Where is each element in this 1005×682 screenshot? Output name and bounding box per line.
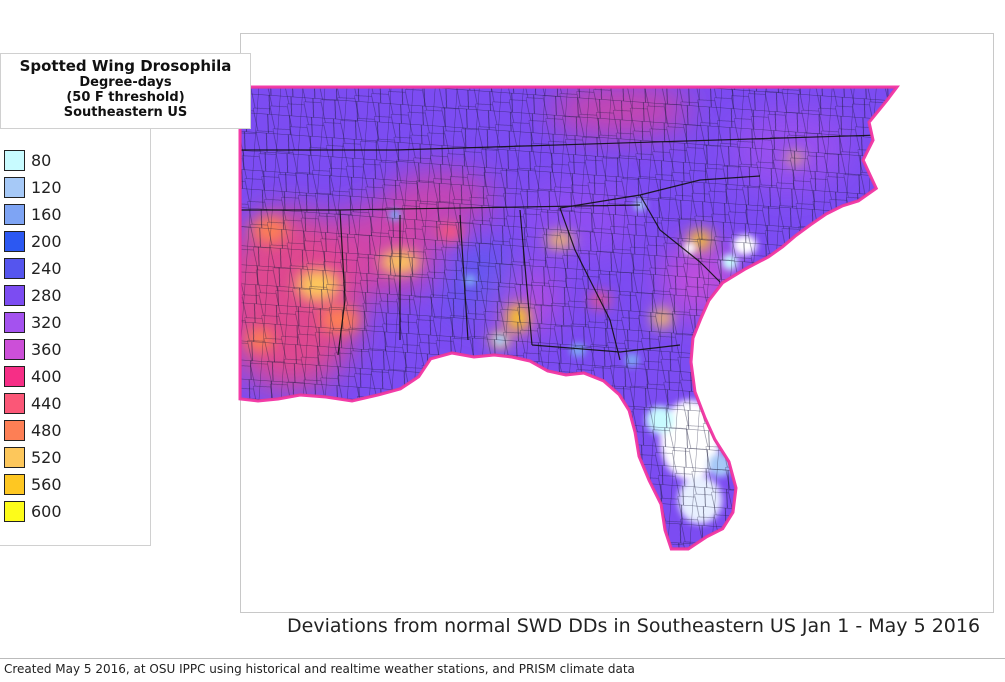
legend-swatch [4,473,25,495]
legend-label: 200 [31,231,62,251]
map-title-box: Spotted Wing Drosophila Degree-days (50 … [0,53,251,129]
footer-divider [0,658,1005,659]
legend-item: 160 [4,203,62,225]
legend-item: 560 [4,473,62,495]
legend-swatch [4,284,25,306]
legend-swatch [4,365,25,387]
legend-label: 440 [31,393,62,413]
map-subtitle-units: Degree-days [79,75,172,90]
legend-label: 280 [31,285,62,305]
map-subtitle-threshold: (50 F threshold) [66,90,185,105]
legend-label: 360 [31,339,62,359]
legend-swatch [4,392,25,414]
legend-item: 320 [4,311,62,333]
legend-item: 360 [4,338,62,360]
legend-item: 400 [4,365,62,387]
legend-swatch [4,338,25,360]
legend-swatch [4,311,25,333]
map-title: Spotted Wing Drosophila [19,57,232,75]
legend-swatch [4,419,25,441]
legend-item: 600 [4,500,62,522]
legend-swatch [4,203,25,225]
legend-label: 520 [31,447,62,467]
legend-label: 240 [31,258,62,278]
legend-swatch [4,149,25,171]
map-surface [241,88,895,548]
legend-item: 240 [4,257,62,279]
legend-item: 520 [4,446,62,468]
footer-credit: Created May 5 2016, at OSU IPPC using hi… [4,662,635,676]
legend-item: 80 [4,149,51,171]
legend-item: 440 [4,392,62,414]
legend-label: 480 [31,420,62,440]
legend-label: 560 [31,474,62,494]
legend-label: 400 [31,366,62,386]
legend-item: 280 [4,284,62,306]
legend-swatch [4,176,25,198]
legend-swatch [4,446,25,468]
legend-label: 80 [31,150,52,170]
legend-label: 600 [31,501,62,521]
legend-label: 320 [31,312,62,332]
legend-item: 200 [4,230,62,252]
legend-label: 120 [31,177,62,197]
legend-item: 120 [4,176,62,198]
legend-swatch [4,500,25,522]
map-caption: Deviations from normal SWD DDs in Southe… [287,615,981,637]
legend: 80 120 160 200 240 280 320 360 400 440 480 520 560 60… [0,128,151,546]
map-subtitle-region: Southeastern US [63,105,188,120]
legend-label: 160 [31,204,62,224]
legend-swatch [4,230,25,252]
legend-item: 480 [4,419,62,441]
legend-swatch [4,257,25,279]
